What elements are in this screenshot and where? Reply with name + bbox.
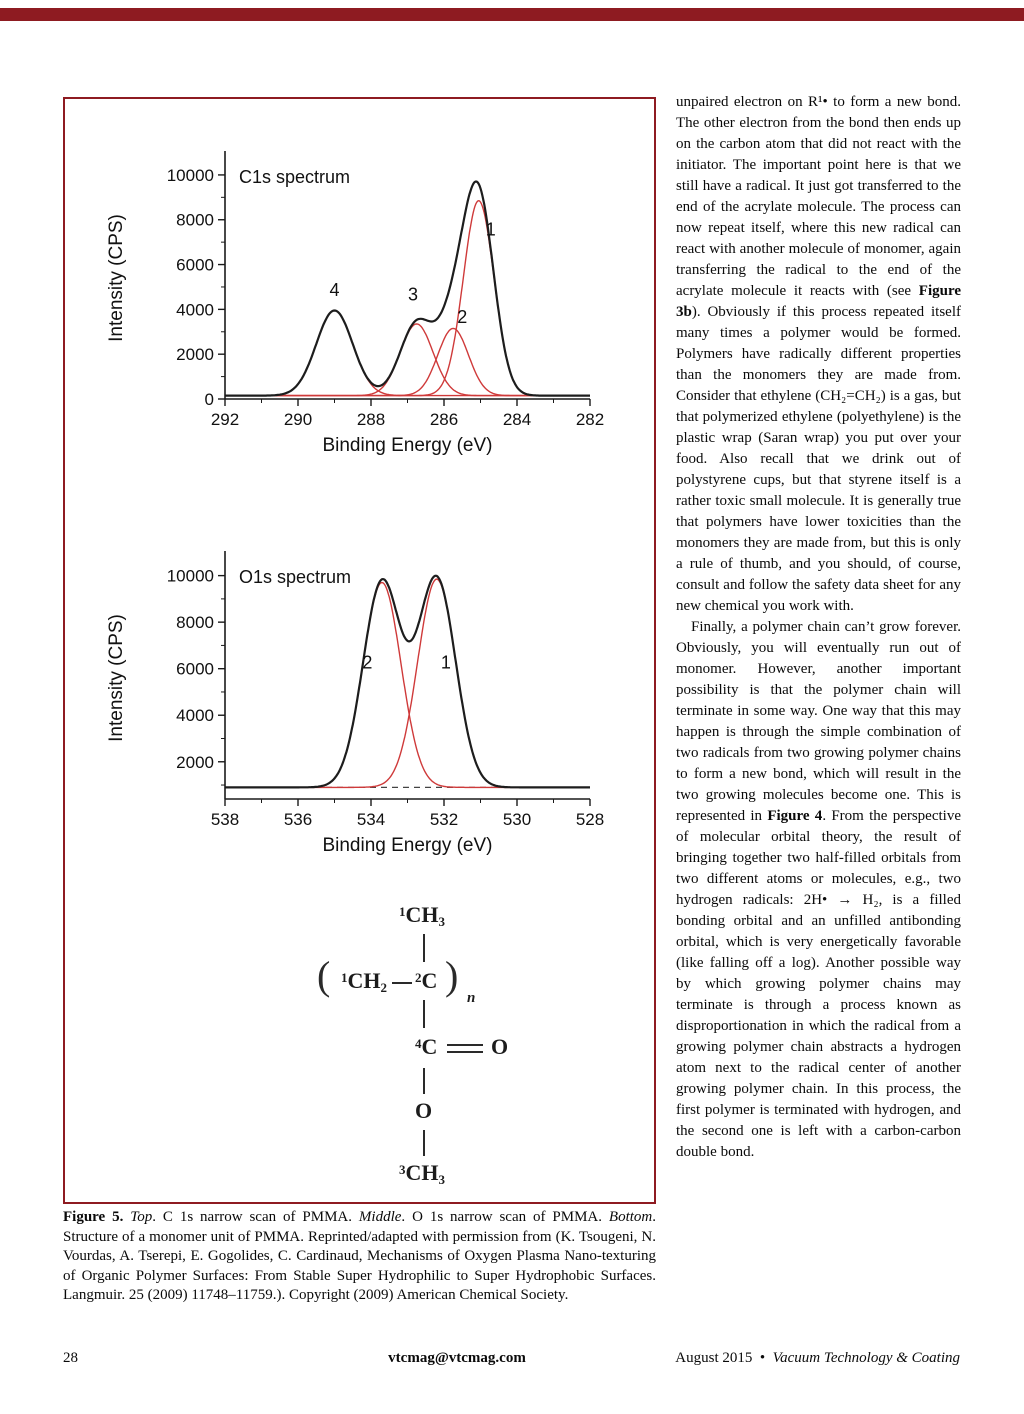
svg-text:2000: 2000 xyxy=(176,753,214,772)
svg-text:0: 0 xyxy=(205,390,214,409)
svg-text:Intensity (CPS): Intensity (CPS) xyxy=(106,614,127,742)
atom-number-label: 2 xyxy=(415,970,422,985)
bond-line xyxy=(392,982,412,984)
top-accent-bar xyxy=(0,8,1024,21)
atom-methyl-bottom: 3CH3 xyxy=(399,1160,445,1188)
svg-text:O1s spectrum: O1s spectrum xyxy=(239,567,351,587)
svg-text:288: 288 xyxy=(357,410,385,429)
svg-text:530: 530 xyxy=(503,810,531,829)
atom-subscript: 2 xyxy=(380,980,388,995)
atom-carbonyl-c: 4C xyxy=(415,1034,437,1060)
svg-text:8000: 8000 xyxy=(176,613,214,632)
svg-text:528: 528 xyxy=(576,810,604,829)
atom-number-label: 1 xyxy=(399,904,406,919)
figure-caption: Figure 5. Top. C 1s narrow scan of PMMA.… xyxy=(63,1209,657,1304)
svg-text:Binding Energy (eV): Binding Energy (eV) xyxy=(322,835,492,856)
svg-text:292: 292 xyxy=(211,410,239,429)
atom-symbol: C xyxy=(421,968,438,993)
atom-carbonyl-o: O xyxy=(491,1034,509,1059)
double-bond-line xyxy=(447,1044,483,1046)
svg-text:2: 2 xyxy=(362,653,372,673)
paragraph: Finally, a polymer chain can’t grow fore… xyxy=(676,619,961,1160)
svg-text:10000: 10000 xyxy=(167,567,214,586)
paren-open: ( xyxy=(317,953,331,998)
atom-number-label: 4 xyxy=(415,1036,422,1051)
svg-text:534: 534 xyxy=(357,810,385,829)
atom-subscript: 3 xyxy=(438,1172,446,1187)
svg-text:1: 1 xyxy=(441,653,451,673)
atom-subscript: 3 xyxy=(438,914,446,929)
atom-methyl-top: 1CH3 xyxy=(399,902,445,930)
bullet-separator: • xyxy=(759,1350,766,1366)
article-text-column: unpaired electron on R¹• to form a new b… xyxy=(676,92,961,1163)
svg-text:C1s spectrum: C1s spectrum xyxy=(239,167,350,187)
atom-number-label: 3 xyxy=(399,1162,406,1177)
svg-text:10000: 10000 xyxy=(167,166,214,185)
svg-text:1: 1 xyxy=(486,219,496,239)
atom-ester-o: O xyxy=(415,1098,433,1123)
svg-text:8000: 8000 xyxy=(176,211,214,230)
svg-text:2: 2 xyxy=(457,307,467,327)
page-number: 28 xyxy=(63,1350,78,1366)
svg-text:4000: 4000 xyxy=(176,706,214,725)
svg-text:4: 4 xyxy=(329,280,339,300)
svg-text:532: 532 xyxy=(430,810,458,829)
svg-text:286: 286 xyxy=(430,410,458,429)
bond-line xyxy=(423,1000,425,1028)
svg-text:Binding Energy (eV): Binding Energy (eV) xyxy=(322,435,492,456)
svg-text:3: 3 xyxy=(408,284,418,304)
svg-text:2000: 2000 xyxy=(176,345,214,364)
svg-text:538: 538 xyxy=(211,810,239,829)
footer-magazine-name: Vacuum Technology & Coating xyxy=(772,1350,960,1366)
paragraph: unpaired electron on R¹• to form a new b… xyxy=(676,94,961,614)
c1s-spectrum-chart: 292 290 288 286 284 282 0 2000 4000 6000 8000 10000… xyxy=(106,151,604,456)
svg-text:6000: 6000 xyxy=(176,256,214,275)
repeat-subscript-n: n xyxy=(467,990,476,1006)
atom-methylene: 1CH2 xyxy=(341,968,387,996)
bond-line xyxy=(423,1130,425,1156)
figure-5-box: 292 290 288 286 284 282 0 2000 4000 6000 8000 10000… xyxy=(63,97,656,1204)
svg-text:282: 282 xyxy=(576,410,604,429)
atom-quaternary-c: 2C xyxy=(415,968,437,994)
svg-text:536: 536 xyxy=(284,810,312,829)
svg-text:6000: 6000 xyxy=(176,660,214,679)
paren-close: ) xyxy=(445,953,459,998)
bond-line xyxy=(423,934,425,962)
atom-symbol: CH xyxy=(405,1160,439,1185)
atom-symbol: CH xyxy=(405,902,439,927)
double-bond-line xyxy=(447,1051,483,1053)
o1s-spectrum-chart: 538 536 534 532 530 528 2000 4000 6000 8000 10000 B… xyxy=(106,551,604,856)
atom-symbol: CH xyxy=(347,968,381,993)
footer-email: vtcmag@vtcmag.com xyxy=(388,1350,526,1366)
svg-text:284: 284 xyxy=(503,410,531,429)
atom-number-label: 1 xyxy=(341,970,348,985)
svg-text:290: 290 xyxy=(284,410,312,429)
svg-text:4000: 4000 xyxy=(176,300,214,319)
pmma-monomer-structure: 1CH3 ( 1CH2 2C ) n 4C O O 3CH3 xyxy=(265,902,565,1197)
footer-issue: August 2015 • Vacuum Technology & Coatin… xyxy=(675,1350,960,1367)
atom-symbol: C xyxy=(421,1034,438,1059)
svg-text:Intensity (CPS): Intensity (CPS) xyxy=(106,214,127,342)
bond-line xyxy=(423,1068,425,1094)
page-footer: 28 vtcmag@vtcmag.com August 2015 • Vacuu… xyxy=(0,1350,1024,1372)
footer-date: August 2015 xyxy=(675,1350,753,1366)
